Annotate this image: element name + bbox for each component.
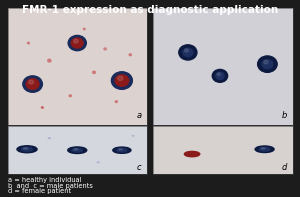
Circle shape	[17, 146, 37, 153]
Circle shape	[212, 69, 228, 82]
Text: a: a	[136, 112, 141, 120]
Circle shape	[113, 147, 131, 153]
Circle shape	[41, 107, 44, 108]
Circle shape	[22, 147, 33, 151]
Text: a = healthy individual: a = healthy individual	[8, 177, 81, 183]
Circle shape	[69, 95, 71, 97]
Text: b  and  c = male patients: b and c = male patients	[8, 183, 92, 189]
Circle shape	[117, 149, 127, 152]
Circle shape	[71, 38, 83, 48]
Circle shape	[184, 49, 188, 52]
Circle shape	[83, 28, 85, 30]
Circle shape	[115, 75, 129, 86]
Circle shape	[179, 45, 197, 60]
Text: d = female patient: d = female patient	[8, 188, 70, 194]
Circle shape	[255, 146, 274, 152]
Circle shape	[115, 101, 117, 103]
Circle shape	[262, 60, 273, 69]
Text: b: b	[281, 112, 287, 120]
Circle shape	[260, 147, 270, 151]
Circle shape	[118, 149, 122, 150]
Circle shape	[29, 80, 34, 84]
Circle shape	[27, 42, 29, 44]
Circle shape	[261, 148, 265, 149]
Circle shape	[111, 72, 132, 89]
Circle shape	[97, 162, 99, 163]
Text: c: c	[137, 164, 141, 172]
Circle shape	[216, 72, 224, 79]
Circle shape	[183, 48, 193, 57]
Circle shape	[184, 151, 200, 157]
Circle shape	[23, 76, 42, 92]
Circle shape	[48, 59, 51, 62]
Circle shape	[74, 149, 78, 150]
Circle shape	[258, 56, 277, 72]
Circle shape	[68, 35, 86, 51]
Text: FMR-1 expression as diagnostic application: FMR-1 expression as diagnostic applicati…	[22, 5, 278, 15]
Circle shape	[93, 71, 95, 73]
Circle shape	[72, 148, 83, 152]
Circle shape	[74, 39, 78, 43]
Circle shape	[26, 79, 39, 89]
Circle shape	[264, 60, 268, 64]
Circle shape	[129, 54, 131, 56]
Circle shape	[217, 73, 220, 76]
Circle shape	[118, 76, 123, 81]
Circle shape	[68, 147, 87, 153]
Circle shape	[23, 148, 28, 149]
Text: d: d	[281, 164, 287, 172]
Circle shape	[104, 48, 106, 50]
